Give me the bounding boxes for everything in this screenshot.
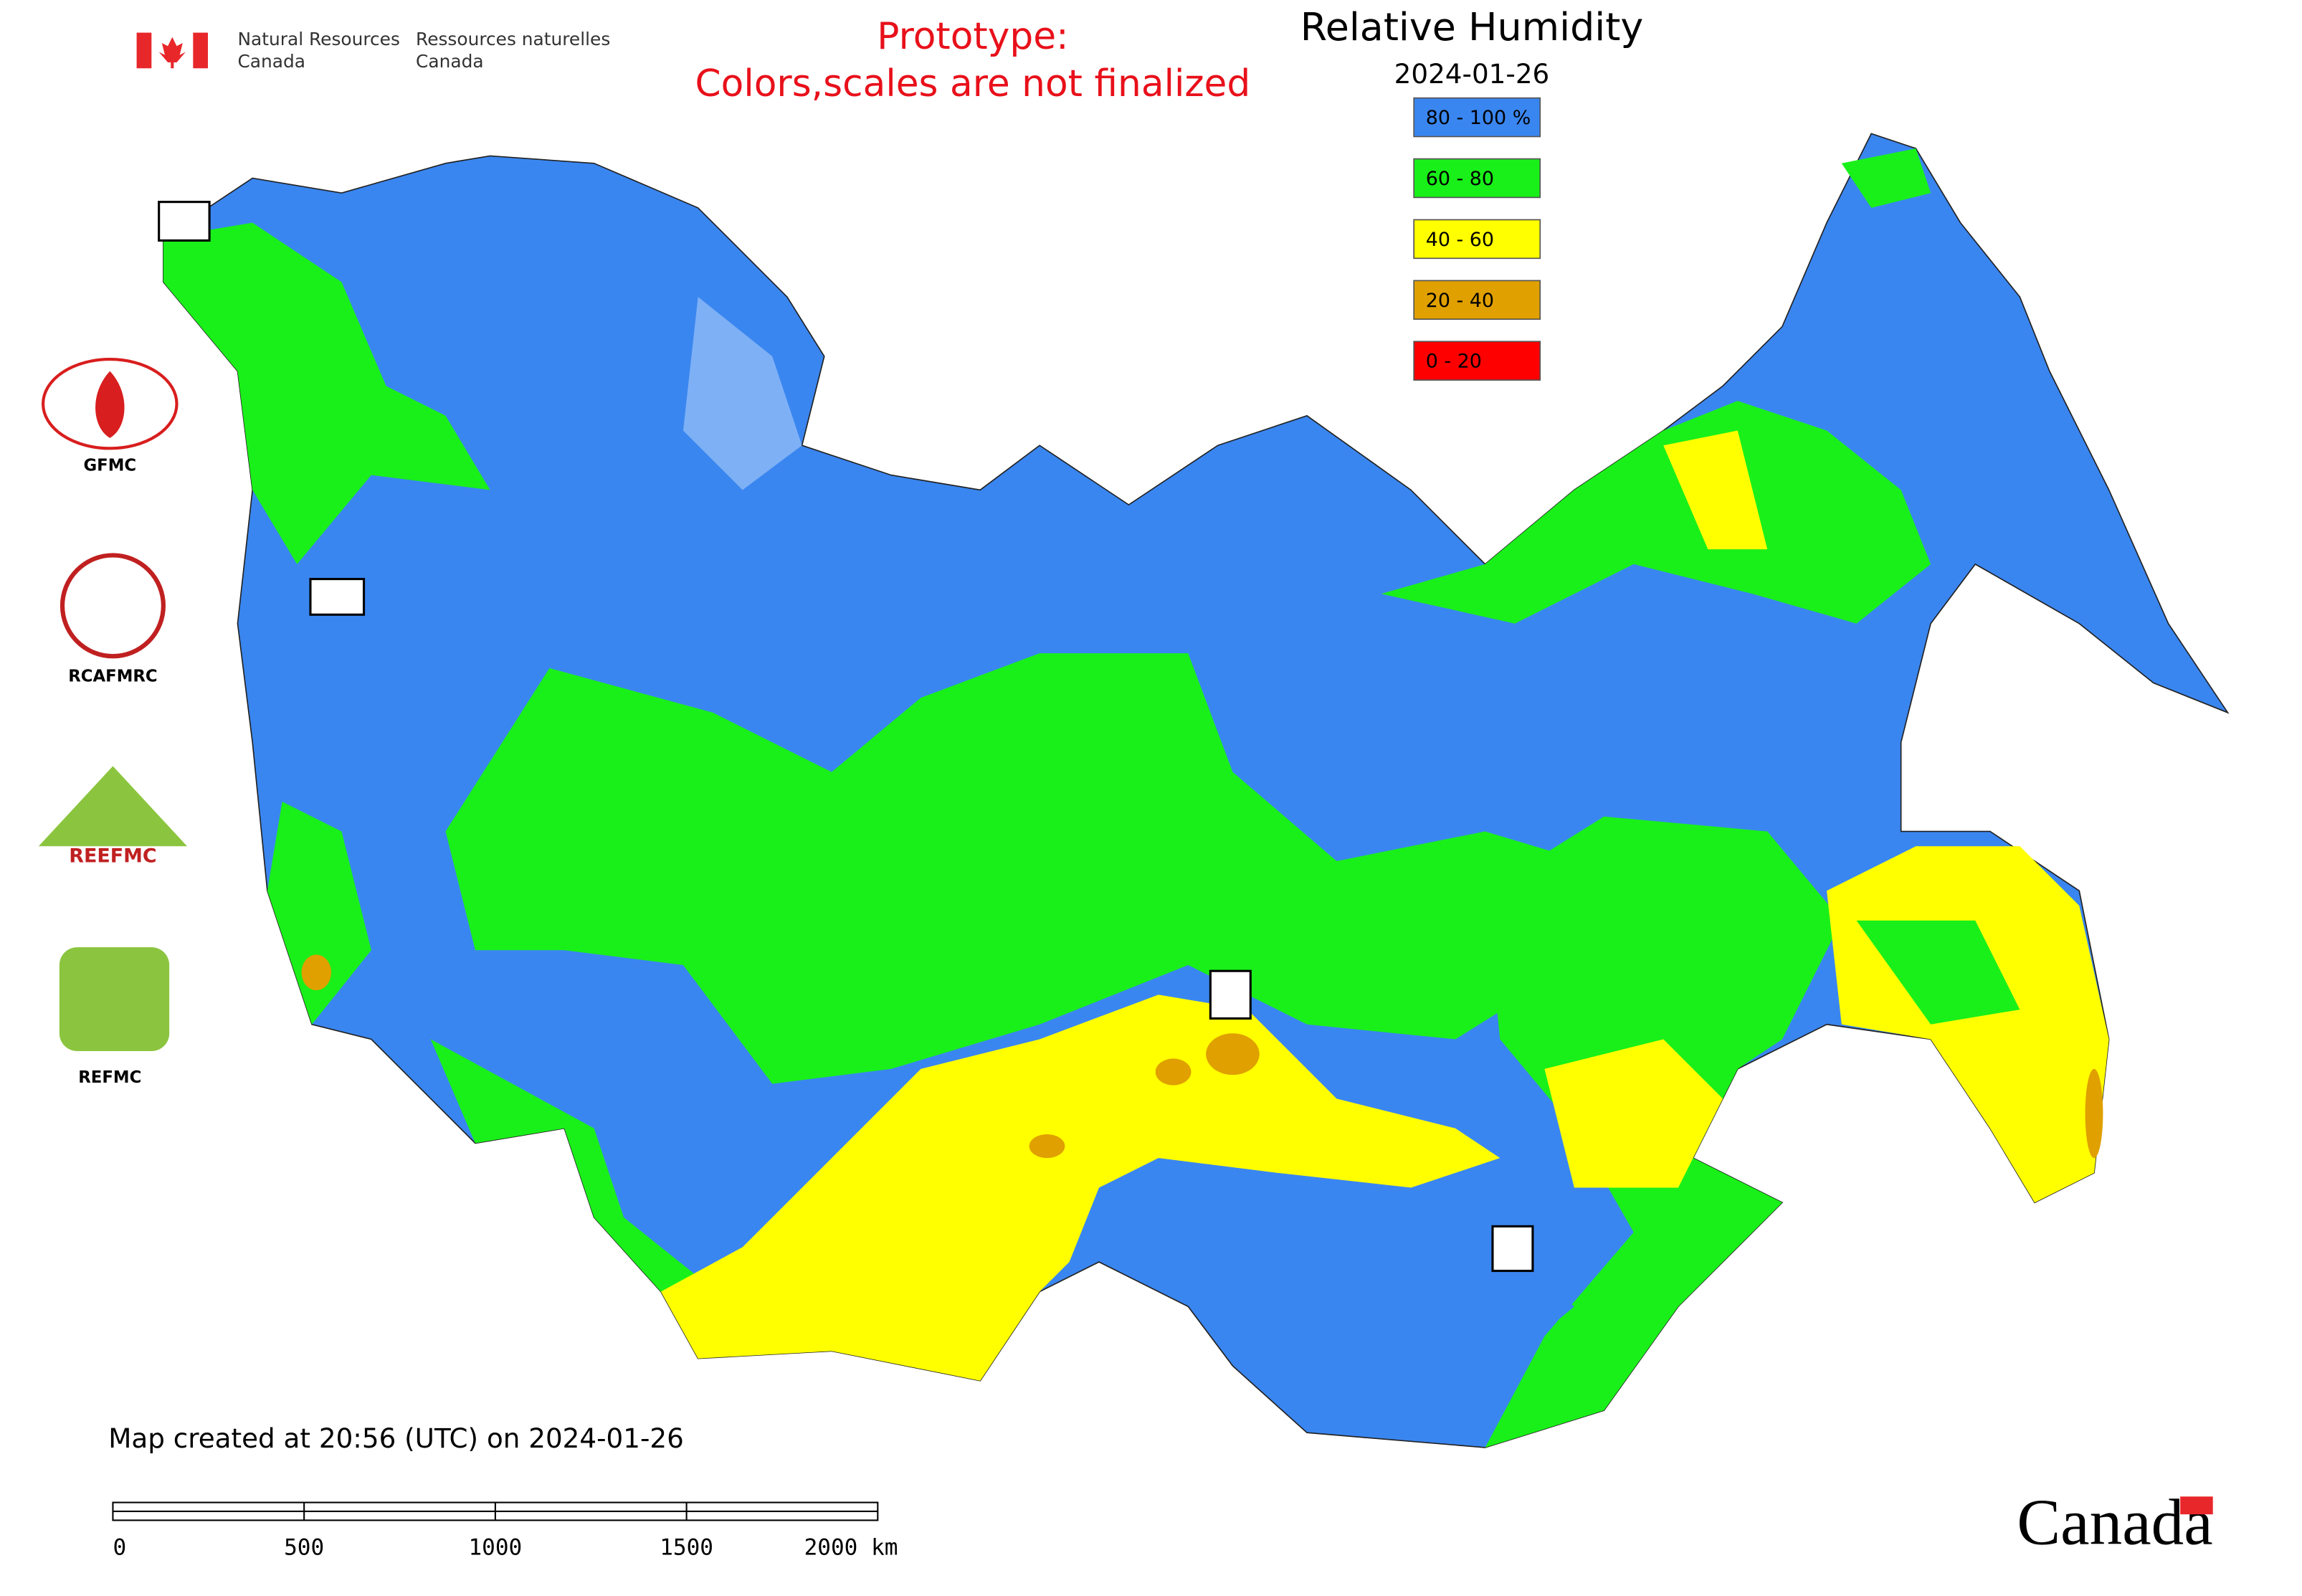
logo-label: REFMC xyxy=(78,1068,141,1087)
scale-bar: 0 500 1000 1500 2000 km xyxy=(112,1501,898,1561)
legend-swatch xyxy=(1413,219,1541,260)
logos: GFMC RCAFMRC REEFMC REFMC xyxy=(38,201,1534,1273)
flag-bar xyxy=(193,32,209,69)
map-date: 2024-01-26 xyxy=(1394,58,1550,90)
nrcan-signature: Natural Resources Canada Ressources natu… xyxy=(136,29,610,72)
logo-label: RCAFMRC xyxy=(68,668,157,686)
yellow-zone xyxy=(660,994,1500,1381)
org-en: Canada xyxy=(237,51,305,72)
prototype-note: Colors,scales are not finalized xyxy=(695,62,1251,105)
orange-zone xyxy=(1206,1033,1260,1075)
logo-text: REEFMC xyxy=(69,845,156,867)
org-en: Natural Resources xyxy=(237,29,399,49)
maple-leaf xyxy=(158,37,186,69)
org-fr: Ressources naturelles xyxy=(416,29,610,49)
gfmc-icon xyxy=(158,201,211,242)
yellow-zone xyxy=(1544,1039,1723,1188)
map-title: Relative Humidity xyxy=(1300,4,1643,49)
logo-label: GFMC xyxy=(83,457,136,475)
org-fr: Canada xyxy=(416,51,484,72)
legend-swatch xyxy=(1413,97,1541,138)
reefmc-icon xyxy=(309,578,366,616)
green-zone xyxy=(1856,920,2020,1025)
flag-bar xyxy=(136,32,152,69)
legend-label: 0 - 20 xyxy=(1426,351,1482,373)
yellow-zone xyxy=(1663,430,1768,550)
scale-label: 0 xyxy=(113,1535,126,1561)
reefmc-logo xyxy=(38,766,188,847)
refmc-icon xyxy=(1209,969,1252,1020)
orange-zone xyxy=(1155,1058,1192,1086)
legend-label: 60 - 80 xyxy=(1426,168,1494,190)
white-sea xyxy=(682,297,802,490)
wordmark-flag xyxy=(2180,1496,2213,1515)
legend-label: 20 - 40 xyxy=(1426,290,1494,312)
green-zone xyxy=(445,653,1634,1084)
legend-swatch xyxy=(1413,341,1541,381)
orange-zone xyxy=(2085,1068,2103,1159)
rcafmrc-logo xyxy=(60,553,166,659)
scale-label: 500 xyxy=(284,1535,324,1561)
legend-label: 80 - 100 % xyxy=(1426,107,1531,129)
green-zone xyxy=(267,802,371,1025)
green-zone xyxy=(430,1039,698,1292)
orange-zone xyxy=(1029,1134,1065,1159)
blue-zone xyxy=(1128,1172,1574,1381)
scale-label: 1500 xyxy=(660,1535,713,1561)
legend-label: 40 - 60 xyxy=(1426,229,1494,251)
gfmc-flame xyxy=(95,371,125,438)
rcafmrc-icon xyxy=(1491,1225,1534,1273)
scale-label: 1000 xyxy=(468,1535,522,1561)
orange-zone xyxy=(301,954,331,991)
scale-label: 2000 km xyxy=(804,1535,898,1561)
prototype-note: Prototype: xyxy=(877,15,1068,58)
legend: 80 - 100 % 60 - 80 40 - 60 20 - 40 0 - 20 xyxy=(1413,97,1541,381)
green-zone xyxy=(1381,401,1931,624)
refmc-logo xyxy=(59,947,170,1052)
green-zone xyxy=(1841,148,1931,208)
green-zone xyxy=(163,222,490,564)
created-note: Map created at 20:56 (UTC) on 2024-01-26 xyxy=(108,1422,684,1454)
legend-swatch xyxy=(1413,280,1541,320)
gfmc-logo xyxy=(42,358,179,450)
map xyxy=(163,133,2230,1448)
legend-swatch xyxy=(1413,158,1541,199)
